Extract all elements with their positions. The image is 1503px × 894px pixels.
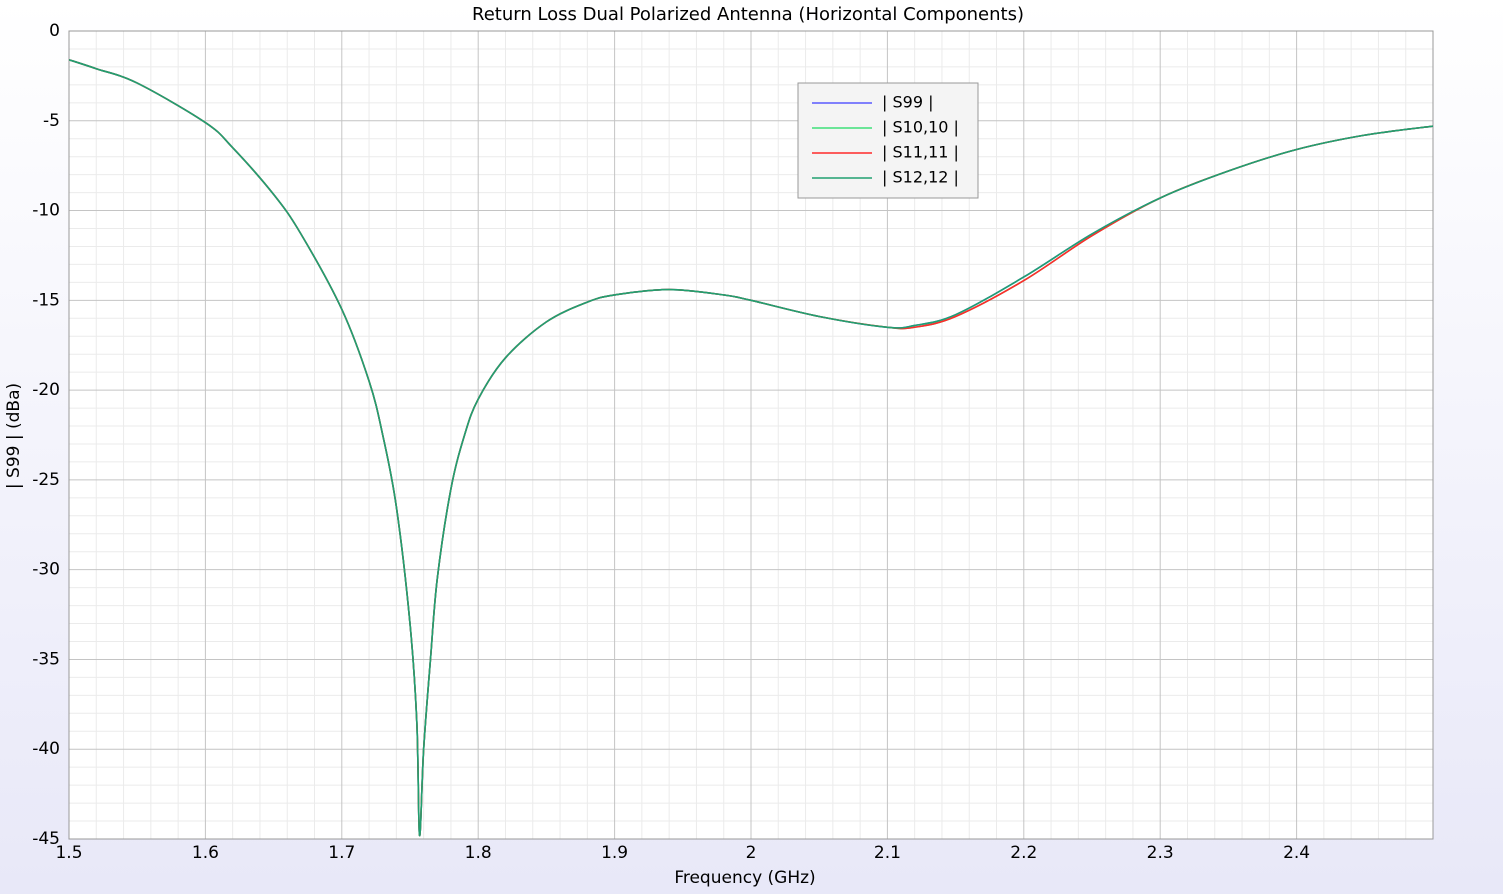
legend-label: | S12,12 |	[882, 168, 959, 187]
y-tick-label: -30	[32, 560, 60, 580]
y-tick-label: -25	[32, 470, 60, 490]
legend-label: | S11,11 |	[882, 143, 959, 162]
x-tick-label: 1.8	[465, 843, 492, 863]
chart-title: Return Loss Dual Polarized Antenna (Hori…	[472, 4, 1024, 25]
x-axis-label: Frequency (GHz)	[674, 868, 815, 888]
y-tick-label: -10	[32, 201, 60, 221]
y-tick-label: 0	[49, 21, 60, 41]
x-tick-label: 1.6	[192, 843, 219, 863]
x-tick-label: 1.7	[328, 843, 355, 863]
x-tick-label: 2	[746, 843, 757, 863]
x-tick-label: 1.9	[601, 843, 628, 863]
y-tick-label: -15	[32, 290, 60, 310]
x-tick-label: 2.1	[874, 843, 901, 863]
x-tick-label: 2.4	[1283, 843, 1310, 863]
x-tick-label: 2.3	[1147, 843, 1174, 863]
x-tick-label: 1.5	[55, 843, 82, 863]
y-tick-label: -20	[32, 380, 60, 400]
legend-label: | S99 |	[882, 93, 933, 112]
y-tick-label: -45	[32, 829, 60, 849]
series-line	[69, 58, 1433, 837]
y-axis-label: | S99 | (dBa)	[4, 383, 24, 489]
legend-label: | S10,10 |	[882, 118, 959, 137]
legend-box	[797, 82, 979, 199]
y-tick-label: -35	[32, 649, 60, 669]
x-tick-label: 2.2	[1010, 843, 1037, 863]
y-tick-label: -40	[32, 739, 60, 759]
lines	[69, 58, 1433, 837]
y-tick-label: -5	[43, 111, 60, 131]
plot-frame	[68, 30, 1434, 840]
